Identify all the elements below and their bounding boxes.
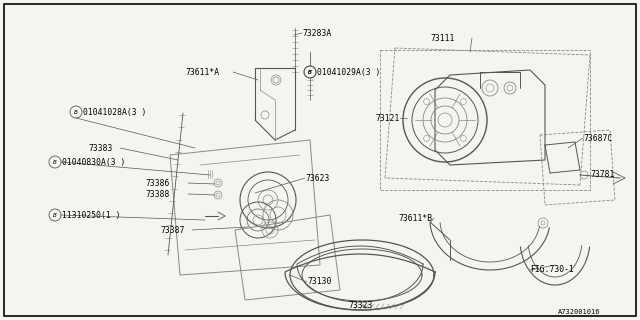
Text: 73386: 73386 [145,179,170,188]
Text: 73388: 73388 [145,189,170,198]
Text: 73111: 73111 [430,34,454,43]
Text: 73611*B: 73611*B [398,213,432,222]
Text: B: B [308,69,312,75]
Text: 11310250(1 ): 11310250(1 ) [62,211,120,220]
Text: 73323: 73323 [348,300,372,309]
Text: 73383: 73383 [88,143,113,153]
Text: B: B [74,109,78,115]
Text: 73623: 73623 [305,173,330,182]
Text: B: B [308,69,312,75]
Text: 01041029A(3 ): 01041029A(3 ) [317,68,380,76]
Text: 73121: 73121 [375,114,399,123]
Text: 01040830A(3 ): 01040830A(3 ) [62,157,125,166]
Text: 01041028A(3 ): 01041028A(3 ) [83,108,147,116]
Text: A732001016: A732001016 [557,309,600,315]
Text: 73781: 73781 [590,170,614,179]
Text: FIG.730-1: FIG.730-1 [530,266,574,275]
Text: B: B [53,212,57,218]
Text: 73130: 73130 [307,277,332,286]
Text: 73387: 73387 [160,226,184,235]
Text: 73611*A: 73611*A [185,68,219,76]
Text: 73283A: 73283A [302,28,332,37]
Text: B: B [53,159,57,164]
Text: 73687C: 73687C [583,133,612,142]
